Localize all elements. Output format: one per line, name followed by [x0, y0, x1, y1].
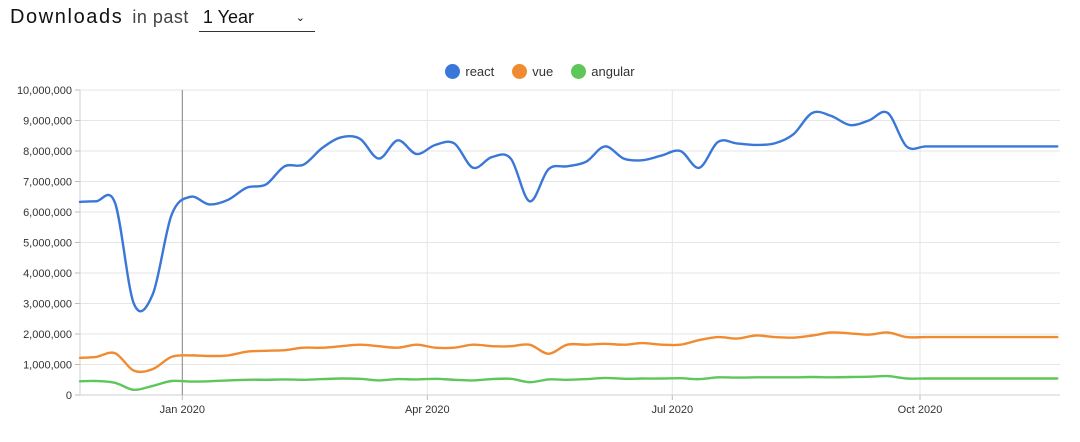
- legend-swatch: [445, 64, 461, 79]
- series-line-react: [78, 110, 1059, 313]
- legend-item-react[interactable]: react: [445, 64, 494, 79]
- chart-legend: react vue angular: [0, 64, 1080, 79]
- y-tick-label: 10,000,000: [17, 85, 72, 97]
- x-tick-label: Oct 2020: [898, 404, 943, 416]
- y-tick-label: 5,000,000: [23, 238, 72, 250]
- y-tick-label: 3,000,000: [23, 299, 72, 311]
- page-title: Downloads: [10, 6, 124, 28]
- y-tick-label: 9,000,000: [23, 116, 72, 128]
- y-tick-label: 0: [66, 390, 72, 402]
- y-tick-label: 2,000,000: [23, 329, 72, 341]
- y-tick-label: 8,000,000: [23, 146, 72, 158]
- page-subtitle: in past: [132, 7, 189, 27]
- legend-label: angular: [591, 64, 635, 79]
- legend-swatch: [571, 64, 587, 79]
- y-tick-label: 4,000,000: [23, 268, 72, 280]
- legend-label: react: [465, 64, 495, 79]
- legend-swatch: [512, 64, 528, 79]
- series-line-vue: [78, 331, 1059, 374]
- series-line-angular: [78, 374, 1059, 392]
- x-tick-label: Jan 2020: [160, 404, 205, 416]
- legend-label: vue: [532, 64, 554, 79]
- x-tick-label: Jul 2020: [652, 404, 694, 416]
- x-tick-label: Apr 2020: [405, 404, 450, 416]
- chart-header: Downloads in past 1 Year ⌄: [10, 4, 315, 38]
- chevron-down-icon: ⌄: [295, 12, 305, 24]
- legend-item-vue[interactable]: vue: [512, 64, 553, 79]
- y-tick-label: 6,000,000: [23, 207, 72, 219]
- y-tick-label: 7,000,000: [23, 177, 72, 189]
- period-dropdown[interactable]: 1 Year ⌄: [198, 4, 315, 32]
- period-value: 1 Year: [202, 7, 254, 27]
- y-tick-label: 1,000,000: [23, 360, 72, 372]
- legend-item-angular[interactable]: angular: [571, 64, 635, 79]
